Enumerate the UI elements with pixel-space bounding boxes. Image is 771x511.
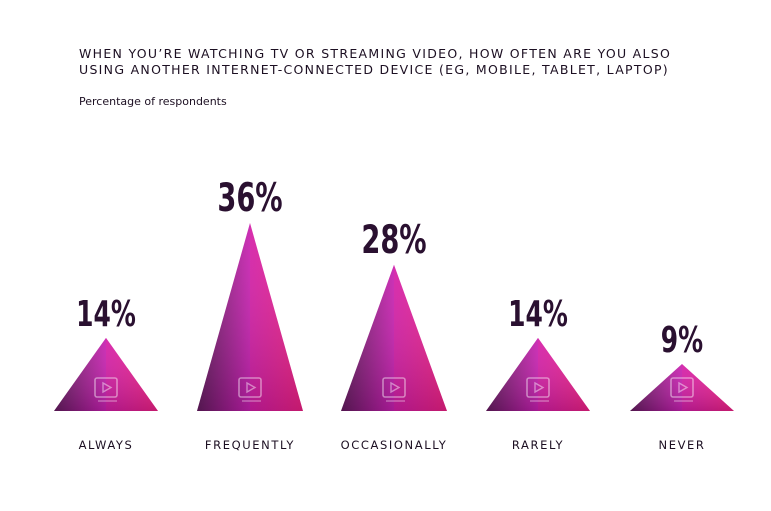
value-label: 36% [217, 175, 282, 220]
triangle-mark-rarely: 14% RARELY [486, 293, 590, 452]
category-label: FREQUENTLY [205, 438, 295, 452]
triangle-mark-always: 14% ALWAYS [54, 293, 158, 452]
chart-subtitle: Percentage of respondents [79, 95, 227, 108]
triangle-shade [630, 364, 734, 411]
category-label: OCCASIONALLY [341, 438, 448, 452]
triangle-shade [197, 223, 303, 411]
triangle-mark-frequently: 36% FREQUENTLY [197, 175, 303, 452]
value-label: 9% [661, 320, 703, 362]
play-button-icon [526, 377, 550, 402]
triangle-mark-never: 9% NEVER [630, 320, 734, 452]
play-button-icon [670, 377, 694, 402]
category-label: ALWAYS [79, 438, 134, 452]
value-label: 14% [76, 293, 136, 335]
value-label: 28% [361, 217, 426, 262]
triangle-shade [341, 264, 447, 411]
play-button-icon [382, 377, 406, 402]
chart-title: When you’re watching TV or streaming vid… [79, 46, 672, 77]
category-label: RARELY [512, 438, 564, 452]
category-label: NEVER [659, 438, 706, 452]
triangle-shade [486, 337, 590, 411]
play-button-icon [238, 377, 262, 402]
triangle-shade [54, 337, 158, 411]
triangle-mark-occasionally: 28% OCCASIONALLY [341, 217, 448, 452]
value-label: 14% [508, 293, 568, 335]
play-button-icon [94, 377, 118, 402]
